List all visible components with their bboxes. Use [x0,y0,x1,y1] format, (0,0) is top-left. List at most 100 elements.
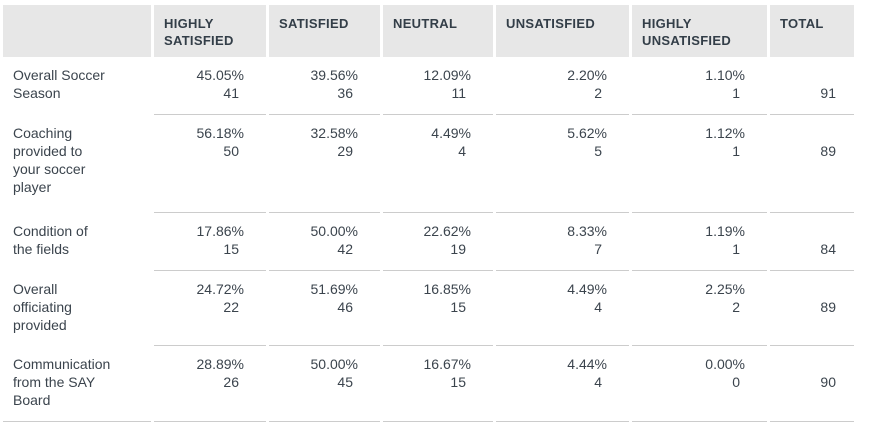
data-cell: 2.25% 2 [632,271,767,346]
column-header: SATISFIED [269,5,380,57]
data-cell: 8.33% 7 [496,213,629,271]
total-value: 89 [820,299,836,315]
count-value: 15 [450,374,466,390]
count-value: 26 [223,374,239,390]
total-cell: 91 [770,57,854,115]
percent-value: 1.19% [705,223,745,239]
percent-value: 22.62% [423,223,471,239]
row-label-text: Overall officiating provided [13,281,72,333]
percent-value: 2.25% [705,281,745,297]
count-value: 41 [223,85,239,101]
percent-value: 1.12% [705,125,745,141]
row-label-text: Overall Soccer Season [13,67,105,101]
percent-value: 8.33% [567,223,607,239]
row-label-text: Communication from the SAY Board [13,356,111,408]
percent-value: 56.18% [196,125,244,141]
count-value: 1 [732,241,740,257]
total-value: 90 [820,374,836,390]
data-cell: 39.56% 36 [269,57,380,115]
column-header: TOTAL [770,5,854,57]
count-value: 36 [337,85,353,101]
data-cell: 4.49% 4 [496,271,629,346]
column-header: HIGHLY UNSATISFIED [632,5,767,57]
percent-value: 50.00% [310,356,358,372]
data-cell: 22.62% 19 [383,213,493,271]
data-cell: 24.72% 22 [154,271,266,346]
count-value: 4 [458,143,466,159]
row-label-header [3,5,151,57]
count-value: 4 [594,374,602,390]
percent-value: 28.89% [196,356,244,372]
count-value: 1 [732,143,740,159]
percent-value: 1.10% [705,67,745,83]
table-row: Overall Soccer Season 45.05% 41 39.56% 36 12.… [3,57,854,115]
count-value: 7 [594,241,602,257]
percent-value: 5.62% [567,125,607,141]
percent-value: 16.85% [423,281,471,297]
count-value: 5 [594,143,602,159]
column-header: UNSATISFIED [496,5,629,57]
count-value: 2 [732,299,740,315]
data-cell: 1.10% 1 [632,57,767,115]
column-header: HIGHLY SATISFIED [154,5,266,57]
percent-value: 39.56% [310,67,358,83]
data-cell: 50.00% 42 [269,213,380,271]
total-value: 89 [820,143,836,159]
percent-value: 51.69% [310,281,358,297]
total-cell: 90 [770,346,854,422]
header-row: HIGHLY SATISFIED SATISFIED NEUTRAL UNSATISF… [3,5,854,57]
total-cell: 89 [770,115,854,213]
count-value: 22 [223,299,239,315]
percent-value: 50.00% [310,223,358,239]
percent-value: 0.00% [705,356,745,372]
count-value: 15 [450,299,466,315]
data-cell: 1.19% 1 [632,213,767,271]
count-value: 15 [223,241,239,257]
count-value: 50 [223,143,239,159]
total-value: 84 [820,241,836,257]
row-label-text: Coaching provided to your soccer player [13,125,86,195]
data-cell: 51.69% 46 [269,271,380,346]
data-cell: 4.44% 4 [496,346,629,422]
data-cell: 28.89% 26 [154,346,266,422]
data-cell: 17.86% 15 [154,213,266,271]
survey-results-table: HIGHLY SATISFIED SATISFIED NEUTRAL UNSATISF… [0,5,857,422]
percent-value: 16.67% [423,356,471,372]
data-cell: 12.09% 11 [383,57,493,115]
total-cell: 89 [770,271,854,346]
count-value: 0 [732,374,740,390]
count-value: 29 [337,143,353,159]
count-value: 45 [337,374,353,390]
percent-value: 4.44% [567,356,607,372]
data-cell: 50.00% 45 [269,346,380,422]
percent-value: 4.49% [431,125,471,141]
total-cell: 84 [770,213,854,271]
data-cell: 45.05% 41 [154,57,266,115]
count-value: 4 [594,299,602,315]
data-cell: 16.67% 15 [383,346,493,422]
row-label-text: Condition of the fields [13,223,88,257]
table-row: Condition of the fields 17.86% 15 50.00% 42 2… [3,213,854,271]
percent-value: 32.58% [310,125,358,141]
total-value: 91 [820,85,836,101]
data-cell: 2.20% 2 [496,57,629,115]
data-cell: 5.62% 5 [496,115,629,213]
count-value: 46 [337,299,353,315]
row-label: Overall officiating provided [3,271,151,346]
percent-value: 2.20% [567,67,607,83]
table-header: HIGHLY SATISFIED SATISFIED NEUTRAL UNSATISF… [3,5,854,57]
table-body: Overall Soccer Season 45.05% 41 39.56% 36 12.… [3,57,854,422]
row-label: Overall Soccer Season [3,57,151,115]
row-label: Coaching provided to your soccer player [3,115,151,213]
data-cell: 1.12% 1 [632,115,767,213]
count-value: 11 [451,85,466,101]
percent-value: 12.09% [423,67,471,83]
table-row: Overall officiating provided 24.72% 22 51.6… [3,271,854,346]
count-value: 1 [732,85,740,101]
data-cell: 56.18% 50 [154,115,266,213]
table-row: Communication from the SAY Board 28.89% 26… [3,346,854,422]
row-label: Communication from the SAY Board [3,346,151,422]
percent-value: 45.05% [196,67,244,83]
count-value: 2 [594,85,602,101]
percent-value: 17.86% [196,223,244,239]
